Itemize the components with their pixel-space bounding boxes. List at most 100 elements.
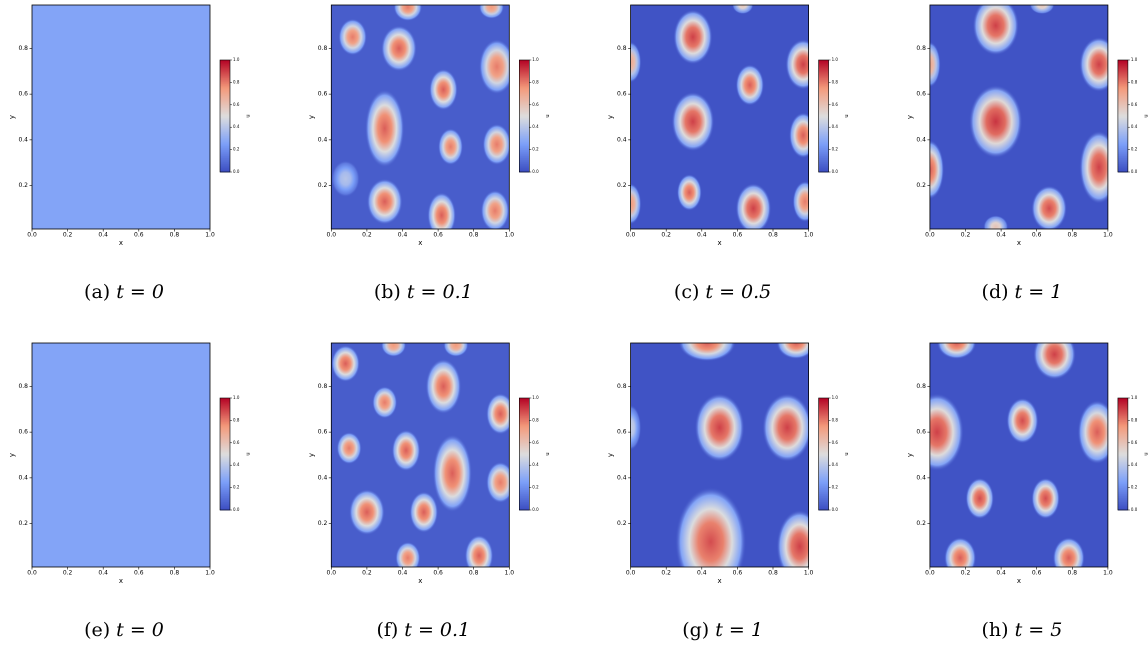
y-tick-label: 0.6 — [18, 91, 28, 98]
colorbar-tick-label: 0.0 — [832, 507, 839, 512]
x-tick-label: 0.2 — [63, 232, 73, 239]
colorbar-label: u — [246, 452, 252, 455]
y-axis-label: y — [307, 115, 315, 119]
y-axis-label: y — [307, 453, 315, 457]
x-tick-label: 1.0 — [1103, 570, 1113, 577]
plot-area — [630, 5, 809, 229]
y-axis-label: y — [906, 115, 914, 119]
spot — [482, 123, 510, 165]
x-tick-label: 0.2 — [961, 232, 971, 239]
colorbar: 0.0 0.2 0.4 0.6 0.8 1.0 u — [518, 395, 551, 512]
caption-label: (b) — [374, 281, 401, 303]
caption-label: (h) — [982, 619, 1009, 641]
spot — [464, 535, 494, 567]
spot — [673, 9, 713, 65]
y-tick-label: 0.6 — [617, 91, 627, 98]
caption-text: t = 1 — [715, 619, 763, 641]
y-tick-label: 0.4 — [617, 474, 627, 481]
y-tick-label: 0.8 — [617, 45, 627, 52]
x-tick-label: 0.2 — [362, 570, 372, 577]
colorbar-label: u — [1143, 114, 1148, 117]
y-tick-label: 0.4 — [916, 136, 926, 143]
spot — [937, 343, 977, 359]
colorbar: 0.0 0.2 0.4 0.6 0.8 1.0 u — [818, 57, 850, 174]
spot — [929, 41, 941, 88]
spot — [480, 190, 510, 229]
spot — [1077, 400, 1108, 465]
plot-frame — [630, 4, 809, 230]
x-tick-label: 0.0 — [925, 570, 935, 577]
spot — [671, 91, 715, 152]
colorbar-tick-label: 0.2 — [532, 485, 539, 490]
x-tick-label: 0.8 — [1068, 232, 1078, 239]
y-tick-label: 0.2 — [18, 182, 28, 189]
y-tick-label: 0.6 — [318, 91, 328, 98]
colorbar-label: u — [1143, 452, 1148, 455]
spot — [630, 41, 642, 83]
x-tick-label: 0.4 — [996, 570, 1006, 577]
x-tick-label: 0.6 — [433, 232, 443, 239]
spot — [366, 178, 403, 225]
colorbar-tick-label: 0.6 — [532, 102, 539, 107]
colorbar-tick-label: 0.8 — [532, 417, 539, 422]
x-tick-label: 0.0 — [327, 232, 337, 239]
y-tick-label: 0.8 — [916, 383, 926, 390]
colorbar-label: u — [246, 114, 252, 117]
y-tick-label: 0.2 — [318, 182, 328, 189]
caption: (c) t = 0.5 — [674, 281, 771, 303]
colorbar-frame — [518, 59, 530, 173]
panel: 0.0 0.2 0.4 0.6 0.8 1.00.20.40.60.8xy0.00.20.… — [906, 342, 1148, 641]
colorbar-tick-label: 0.4 — [532, 462, 539, 467]
y-tick-label: 0.8 — [18, 45, 28, 52]
caption-text: t = 0 — [116, 619, 164, 641]
caption-text: t = 0.1 — [404, 619, 470, 641]
x-tick-label: 0.4 — [98, 232, 108, 239]
plot-area — [929, 343, 1108, 567]
plot-area — [929, 5, 1108, 229]
x-axis-label: x — [418, 577, 422, 585]
spot — [735, 64, 765, 106]
spot — [785, 39, 809, 90]
colorbar: 0.0 0.2 0.4 0.6 0.8 1.0 u — [818, 395, 850, 512]
colorbar: 0.0 0.2 0.4 0.6 0.8 1.0 u — [219, 57, 252, 174]
colorbar-tick-label: 0.0 — [532, 507, 539, 512]
panel: 0.0 0.2 0.4 0.6 0.8 1.00.20.40.60.8xy0.00.20.… — [8, 342, 252, 641]
colorbar-tick-label: 1.0 — [532, 395, 539, 400]
y-tick-label: 0.6 — [916, 91, 926, 98]
x-axis-label: x — [119, 239, 123, 247]
x-tick-label: 0.2 — [661, 232, 671, 239]
plot-area — [331, 343, 510, 567]
colorbar-tick-label: 0.2 — [532, 147, 539, 152]
panel: 0.0 0.2 0.4 0.6 0.8 1.00.20.40.60.8xy0.00.20.… — [8, 4, 252, 303]
y-tick-label: 0.2 — [916, 182, 926, 189]
x-tick-label: 0.2 — [362, 232, 372, 239]
colorbar-tick-label: 0.2 — [1131, 485, 1138, 490]
colorbar-frame — [1117, 59, 1129, 173]
colorbar-tick-label: 1.0 — [532, 57, 539, 62]
colorbar-tick-label: 0.8 — [1131, 79, 1138, 84]
caption-label: (e) — [84, 619, 110, 641]
colorbar-tick-label: 0.4 — [1131, 462, 1138, 467]
colorbar-tick-label: 0.6 — [1131, 102, 1138, 107]
colorbar-tick-label: 0.4 — [532, 124, 539, 129]
colorbar-tick-label: 0.6 — [832, 440, 839, 445]
spot — [965, 477, 994, 519]
colorbar-tick-label: 0.0 — [532, 169, 539, 174]
colorbar-tick-label: 0.8 — [233, 417, 240, 422]
y-tick-label: 0.8 — [318, 45, 328, 52]
colorbar: 0.0 0.2 0.4 0.6 0.8 1.0 u — [518, 57, 551, 174]
x-axis-label: x — [1017, 239, 1021, 247]
spot — [338, 18, 367, 56]
panel: 0.0 0.2 0.4 0.6 0.8 1.00.20.40.60.8xy0.00.20.… — [906, 4, 1148, 303]
spot — [331, 345, 360, 382]
spot — [427, 192, 456, 229]
x-tick-label: 0.8 — [469, 232, 479, 239]
spot — [372, 386, 398, 419]
x-axis-label: x — [1017, 577, 1021, 585]
caption-label: (a) — [84, 281, 110, 303]
colorbar-tick-label: 0.8 — [832, 417, 839, 422]
caption-text: t = 5 — [1015, 619, 1063, 641]
colorbar-tick-label: 1.0 — [1131, 395, 1138, 400]
colorbar-label: u — [844, 114, 850, 117]
colorbar-tick-label: 0.4 — [233, 124, 240, 129]
